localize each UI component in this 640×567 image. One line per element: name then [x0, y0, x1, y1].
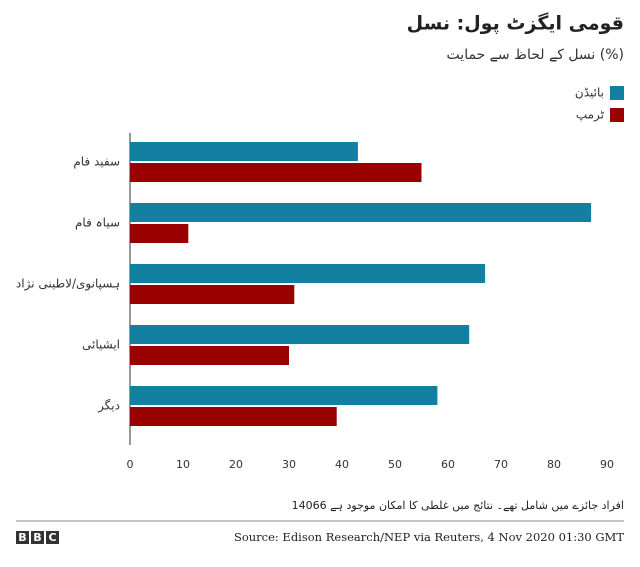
y-tick-label: سیاہ فام [75, 216, 120, 230]
x-tick-label: 30 [282, 458, 296, 471]
bar [130, 224, 189, 243]
x-tick-label: 60 [441, 458, 455, 471]
bar [130, 285, 295, 304]
bar [130, 203, 592, 222]
bar [130, 407, 337, 426]
y-tick-label: ایشیائی [82, 338, 120, 352]
chart-title: قومی ایگزٹ پول: نسل [407, 12, 624, 35]
bar [130, 142, 358, 161]
legend-swatch [610, 86, 624, 100]
legend-label: ٹرمپ [576, 108, 605, 123]
x-tick-label: 80 [547, 458, 561, 471]
logo-letter: B [33, 531, 41, 544]
logo-letter: B [18, 531, 26, 544]
y-tick-label: سفید فام [73, 155, 120, 169]
y-tick-label: ہسپانوی/لاطینی نژاد [16, 277, 120, 292]
y-tick-label: دیگر [97, 399, 120, 414]
logo-box [16, 531, 29, 544]
x-tick-label: 10 [176, 458, 190, 471]
x-tick-label: 40 [335, 458, 349, 471]
logo [16, 531, 59, 544]
x-tick-label: 70 [494, 458, 508, 471]
x-tick-label: 20 [229, 458, 243, 471]
logo-box [31, 531, 44, 544]
bar [130, 346, 289, 365]
logo-letter: C [48, 531, 56, 544]
legend-label: بائیڈن [575, 86, 604, 100]
x-tick-label: 90 [600, 458, 614, 471]
x-tick-label: 50 [388, 458, 402, 471]
chart-subtitle: نسل کے لحاظ سے حمایت (%) [447, 47, 624, 63]
legend-swatch [610, 108, 624, 122]
footnote: 14066 افراد جائزے میں شامل تھے۔ نتائج می… [292, 499, 624, 512]
logo-box [46, 531, 59, 544]
bar [130, 386, 438, 405]
x-tick-label: 0 [127, 458, 134, 471]
bar [130, 325, 470, 344]
bar [130, 163, 422, 182]
source: Source: Edison Research/NEP via Reuters,… [234, 530, 624, 544]
bar [130, 264, 486, 283]
